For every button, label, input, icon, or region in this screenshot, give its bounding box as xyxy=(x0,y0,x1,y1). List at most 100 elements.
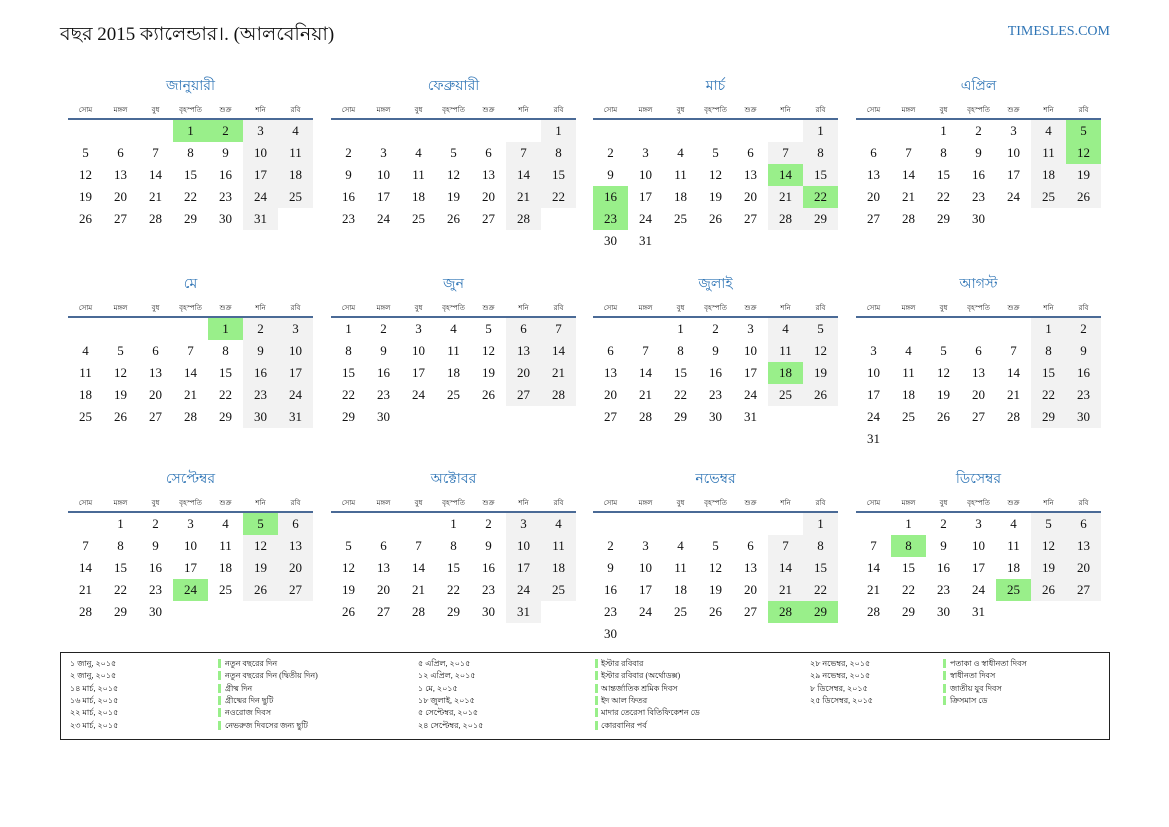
holiday-date: ২৯ নভেম্বর, ২০১৫ xyxy=(810,671,871,681)
day-cell: 10 xyxy=(972,538,985,553)
weekday-label: সোম xyxy=(341,499,356,507)
day-cell: 10 xyxy=(1007,145,1020,160)
holiday-date: ১২ এপ্রিল, ২০১৫ xyxy=(418,671,476,681)
weekday-label: শনি xyxy=(255,304,266,312)
day-cell: 13 xyxy=(482,167,495,182)
day-cell: 13 xyxy=(278,535,313,557)
holiday-marker xyxy=(943,671,946,681)
weekday-label: বুধ xyxy=(151,499,160,507)
day-cell: 10 xyxy=(377,167,390,182)
weekday-label: বুধ xyxy=(939,499,948,507)
day-cell: 8 xyxy=(1031,340,1066,362)
day-cell: 7 xyxy=(187,343,194,358)
day-cell: 8 xyxy=(222,343,229,358)
day-cell: 10 xyxy=(867,365,880,380)
day-cell: 12 xyxy=(709,560,722,575)
day-cell: 5 xyxy=(712,145,719,160)
holiday-date: ১৮ জুলাই, ২০১৫ xyxy=(418,695,475,705)
holiday-marker xyxy=(943,695,946,705)
weekday-label: শুক্র xyxy=(744,304,757,312)
weekday-label: শনি xyxy=(518,304,529,312)
day-cell: 15 xyxy=(114,560,127,575)
day-cell: 9 xyxy=(940,538,947,553)
day-cell: 10 xyxy=(744,343,757,358)
day-cell: 25 xyxy=(541,579,576,601)
day-cell: 25 xyxy=(674,604,687,619)
day-cell: 6 xyxy=(380,538,387,553)
day-cell: 31 xyxy=(867,431,880,446)
day-cell: 20 xyxy=(149,387,162,402)
day-cell: 26 xyxy=(1031,579,1066,601)
day-cell: 29 xyxy=(342,409,355,424)
weekday-label: শুক্র xyxy=(482,499,495,507)
month-rule xyxy=(856,511,1101,513)
day-cell: 1 xyxy=(117,516,124,531)
holiday-date: ২৮ নভেম্বর, ২০১৫ xyxy=(810,659,871,668)
day-cell: 26 xyxy=(114,409,127,424)
day-cell: 20 xyxy=(506,362,541,384)
day-cell: 5 xyxy=(243,513,278,535)
day-cell: 16 xyxy=(342,189,355,204)
day-cell: 7 xyxy=(768,535,803,557)
site-link[interactable]: TIMESLES.COM xyxy=(1007,24,1110,39)
weekday-label: রবি xyxy=(1078,106,1089,114)
day-cell: 29 xyxy=(937,211,950,226)
day-cell: 1 xyxy=(677,321,684,336)
day-cell: 12 xyxy=(482,343,495,358)
weekday-label: বুধ xyxy=(676,304,685,312)
day-cell: 9 xyxy=(243,340,278,362)
day-cell: 28 xyxy=(79,604,92,619)
day-cell: 14 xyxy=(768,557,803,579)
day-cell: 9 xyxy=(975,145,982,160)
day-cell: 23 xyxy=(149,582,162,597)
day-cell: 14 xyxy=(149,167,162,182)
holiday-date: ৮ ডিসেম্বর, ২০১৫ xyxy=(810,683,868,693)
day-cell: 11 xyxy=(674,560,687,575)
weekday-label: রবি xyxy=(553,106,564,114)
day-cell: 30 xyxy=(243,406,278,428)
day-cell: 7 xyxy=(415,538,422,553)
month-rule xyxy=(856,316,1101,318)
day-cell: 29 xyxy=(902,604,915,619)
month-rule xyxy=(68,511,313,513)
day-cell: 5 xyxy=(1031,513,1066,535)
day-cell: 22 xyxy=(803,579,838,601)
day-cell: 12 xyxy=(79,167,92,182)
day-cell: 18 xyxy=(541,557,576,579)
day-cell: 1 xyxy=(541,120,576,142)
day-cell: 14 xyxy=(506,164,541,186)
day-cell: 13 xyxy=(744,560,757,575)
day-cell: 23 xyxy=(243,384,278,406)
month-rule xyxy=(593,511,838,513)
day-cell: 5 xyxy=(940,343,947,358)
day-cell: 6 xyxy=(506,318,541,340)
day-cell: 25 xyxy=(412,211,425,226)
day-cell: 25 xyxy=(1031,186,1066,208)
holiday-date: ১ মে, ২০১৫ xyxy=(418,683,458,693)
day-cell: 24 xyxy=(972,582,985,597)
day-cell: 23 xyxy=(219,189,232,204)
day-cell: 1 xyxy=(345,321,352,336)
weekday-label: রবি xyxy=(553,499,564,507)
day-cell: 22 xyxy=(902,582,915,597)
day-cell: 8 xyxy=(117,538,124,553)
day-cell: 6 xyxy=(152,343,159,358)
day-cell: 10 xyxy=(243,142,278,164)
day-cell: 31 xyxy=(278,406,313,428)
month-name: অক্টোবর xyxy=(430,472,477,487)
month-name: জুলাই xyxy=(698,277,733,292)
day-cell: 11 xyxy=(412,167,425,182)
weekday-label: বুধ xyxy=(414,106,423,114)
day-cell: 5 xyxy=(345,538,352,553)
weekday-label: শনি xyxy=(1043,304,1054,312)
day-cell: 31 xyxy=(972,604,985,619)
day-cell: 4 xyxy=(1031,120,1066,142)
day-cell: 19 xyxy=(937,387,950,402)
day-cell: 19 xyxy=(114,387,127,402)
weekday-label: শনি xyxy=(255,499,266,507)
weekday-label: সোম xyxy=(866,304,881,312)
day-cell: 16 xyxy=(482,560,495,575)
weekday-label: শনি xyxy=(780,304,791,312)
day-cell: 6 xyxy=(747,538,754,553)
